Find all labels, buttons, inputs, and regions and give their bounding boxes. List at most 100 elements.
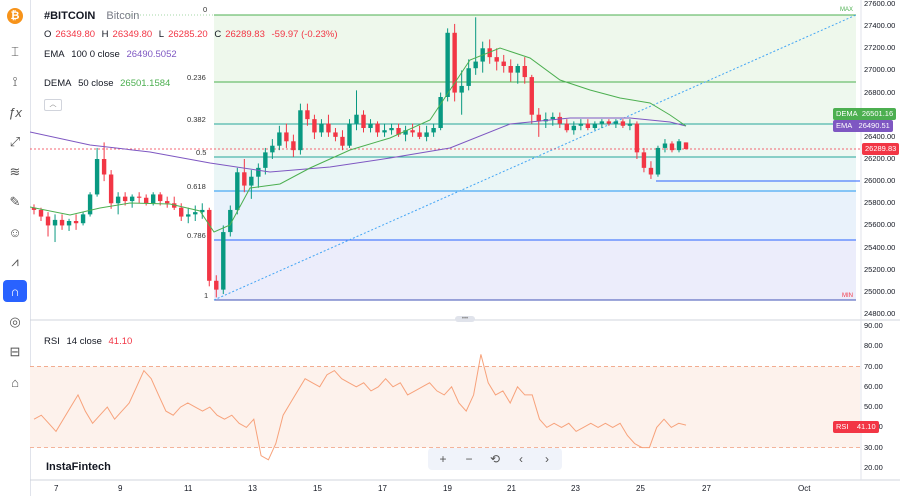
chart-area[interactable]: #BITCOIN Bitcoin O 26349.80 H 26349.80 L 26…	[30, 0, 900, 496]
scroll-forward-button[interactable]: ›	[545, 452, 549, 466]
emoji-icon[interactable]: ☺	[8, 224, 22, 240]
fib-zone	[214, 240, 856, 300]
price-tick-label: 26400.00	[864, 131, 896, 141]
candle-body	[333, 132, 338, 137]
brush-icon[interactable]: ✎	[9, 194, 21, 209]
chart-canvas[interactable]	[30, 0, 900, 496]
time-tick-label: 21	[507, 484, 516, 493]
dema-legend[interactable]: DEMA 50 close 26501.1584	[44, 78, 174, 89]
eye-off-icon[interactable]: ◎	[9, 314, 21, 329]
price-tick-label: 25600.00	[864, 220, 896, 230]
zoom-in-button[interactable]: +	[439, 452, 447, 466]
time-tick-label: Oct	[798, 484, 811, 493]
fib-zone	[214, 15, 856, 82]
trend-line-icon[interactable]: ⤢	[9, 134, 21, 149]
crosshair-icon[interactable]: ⌶	[11, 44, 19, 59]
candle-body	[396, 128, 401, 135]
candle-body	[382, 130, 387, 133]
candle-body	[445, 32, 450, 97]
candle-body	[627, 123, 633, 126]
drawing-toolbar: ₿ ⌶ ⟟ ƒx ⤢ ≋ ✎ ☺ ⩘ ∩ ◎ ⊟ ⌂	[0, 0, 31, 496]
lock-icon[interactable]: ⊟	[9, 344, 21, 359]
chart-navigation: + − ⟲ ‹ ›	[428, 448, 562, 470]
fib-max-label: MAX	[840, 7, 854, 13]
ema-legend[interactable]: EMA 100 0 close 26490.5052	[44, 49, 181, 60]
price-axis[interactable]: 27600.00 27400.00 27200.00 27000.00 26800.00…	[862, 0, 900, 320]
candle-body	[508, 66, 513, 73]
fib-zone	[214, 191, 856, 240]
rsi-params: 14 close	[66, 336, 102, 347]
rsi-tick-label: 20.00	[864, 462, 883, 472]
candle-body	[150, 194, 156, 204]
ohlc-legend: O 26349.80 H 26349.80 L 26285.20 C 26289.83 …	[44, 29, 342, 40]
ema-label: EMA	[44, 49, 65, 60]
rsi-tick-label: 50.00	[864, 402, 883, 412]
pane-resize-handle[interactable]: •••	[455, 316, 475, 322]
candle-body	[452, 32, 457, 93]
price-tick-label: 27600.00	[864, 0, 896, 8]
scroll-back-button[interactable]: ‹	[519, 452, 523, 466]
candle-body	[235, 172, 240, 210]
price-tick-label: 26800.00	[864, 87, 896, 97]
cursor-icon[interactable]: ⟟	[12, 74, 18, 89]
candle-body	[599, 121, 605, 124]
current-price-tag: 26289.83	[862, 143, 900, 155]
candle-body	[305, 110, 310, 120]
candle-body	[242, 172, 247, 186]
candle-body	[157, 194, 163, 202]
collapse-legend-button[interactable]: ︿	[44, 99, 62, 111]
rsi-band	[30, 366, 860, 448]
rsi-tick-label: 80.00	[864, 341, 883, 351]
candle-body	[45, 216, 51, 226]
rsi-legend[interactable]: RSI 14 close 41.10	[44, 336, 136, 347]
price-tick-label: 25400.00	[864, 242, 896, 252]
reset-chart-button[interactable]: ⟲	[489, 452, 501, 466]
candle-body	[634, 123, 640, 153]
fib-tool-icon[interactable]: ≋	[9, 164, 21, 179]
candle-body	[312, 119, 317, 133]
fib-trend-line	[213, 14, 857, 301]
candle-body	[165, 201, 170, 204]
candle-body	[326, 123, 331, 133]
brand-watermark: InstaFintech	[46, 461, 111, 473]
magnet-icon[interactable]: ∩	[3, 280, 27, 302]
rsi-tick-label: 70.00	[864, 361, 883, 371]
time-tick-label: 13	[248, 484, 257, 493]
dema-value: 26501.1584	[120, 78, 171, 89]
candle-body	[494, 57, 499, 62]
zoom-out-button[interactable]: −	[465, 452, 473, 466]
fib-zone	[214, 157, 856, 191]
time-tick-label: 27	[702, 484, 711, 493]
candle-body	[31, 207, 37, 210]
open-value: 26349.80	[55, 29, 96, 40]
screenshot-icon[interactable]: ⌂	[11, 374, 19, 390]
ema-line	[30, 117, 687, 173]
close-value: 26289.83	[225, 29, 265, 40]
candle-body	[368, 123, 373, 128]
candle-body	[284, 132, 289, 142]
candle-body	[487, 48, 492, 58]
candle-body	[298, 110, 303, 151]
candle-body	[319, 123, 324, 133]
candle-body	[662, 143, 668, 148]
price-tick-label: 25000.00	[864, 286, 896, 296]
candle-body	[620, 121, 626, 126]
rsi-value-tag: RSI 41.10	[833, 421, 879, 433]
measure-icon[interactable]: ⩘	[11, 254, 19, 269]
candle-body	[564, 123, 570, 131]
indicators-icon[interactable]: ƒx	[8, 104, 22, 120]
open-label: O	[44, 29, 52, 40]
fib-min-label: MIN	[842, 293, 853, 299]
dema-label: DEMA	[44, 78, 72, 89]
change-value: -59.97 (-0.23%)	[271, 29, 338, 40]
candle-body	[143, 197, 149, 204]
candle-body	[87, 194, 93, 215]
symbol-name[interactable]: #BITCOIN	[44, 10, 96, 22]
candle-body	[585, 123, 591, 128]
candle-body	[186, 214, 191, 217]
price-tick-label: 26000.00	[864, 176, 896, 186]
time-tick-label: 11	[184, 484, 193, 493]
candle-body	[375, 123, 380, 133]
candle-body	[256, 167, 261, 177]
